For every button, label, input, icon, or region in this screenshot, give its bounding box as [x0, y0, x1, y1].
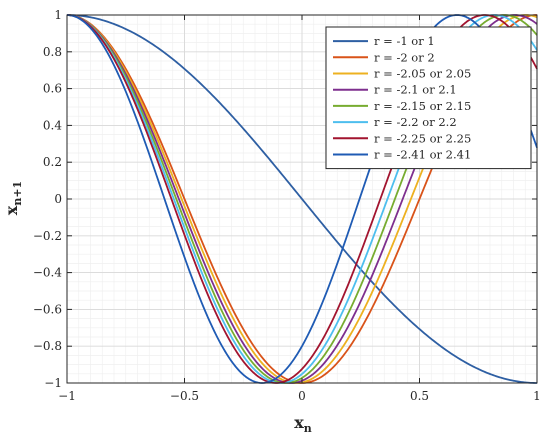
y-tick-label: 0.8 — [43, 45, 62, 59]
legend-box — [325, 26, 532, 170]
legend-entry: r = -1 or 1 — [374, 34, 435, 48]
y-tick-label: 0.6 — [43, 82, 62, 96]
x-tick-label: −0.5 — [170, 389, 199, 403]
legend-entry: r = -2.15 or 2.15 — [374, 99, 471, 113]
x-tick-label: 0 — [298, 389, 306, 403]
y-tick-label: 0 — [54, 192, 62, 206]
y-tick-label: 0.4 — [43, 118, 62, 132]
legend-entry: r = -2.25 or 2.25 — [374, 131, 471, 145]
y-axis-label-main: x — [2, 205, 21, 215]
y-tick-label: −0.8 — [33, 339, 62, 353]
x-tick-label: 1 — [533, 389, 541, 403]
legend-entry: r = -2.41 or 2.41 — [374, 148, 471, 162]
y-tick-label: −1 — [44, 376, 62, 390]
y-axis-label-subscript: n+1 — [11, 181, 24, 206]
y-tick-label: −0.4 — [33, 266, 63, 280]
x-tick-labels: −1 −0.5 0 0.5 1 — [58, 389, 541, 403]
x-axis-label-main: x — [294, 413, 304, 432]
legend-entry: r = -2.1 or 2.1 — [374, 83, 457, 97]
y-axis-label: xn+1 — [2, 181, 24, 215]
x-tick-label: 0.5 — [410, 389, 429, 403]
series-line-1 — [66, 14, 538, 384]
legend-entry: r = -2 or 2 — [374, 50, 435, 64]
x-axis-label-subscript: n — [304, 422, 312, 435]
x-tick-label: −1 — [58, 389, 76, 403]
legend-entry: r = -2.05 or 2.05 — [374, 67, 471, 81]
y-tick-label: 1 — [54, 8, 62, 22]
y-tick-label: −0.2 — [33, 229, 62, 243]
x-axis-label: xn — [294, 413, 312, 435]
legend: r = -1 or 1 r = -2 or 2 r = -2.05 or 2.05 r… — [325, 26, 532, 170]
y-tick-labels: −1 −0.8 −0.6 −0.4 −0.2 0 0.2 0.4 0.6 0.8 1 — [33, 8, 63, 390]
y-tick-label: 0.2 — [43, 155, 62, 169]
tick-marks — [66, 14, 538, 384]
legend-entry: r = -2.2 or 2.2 — [374, 115, 457, 129]
y-tick-label: −0.6 — [33, 302, 62, 316]
